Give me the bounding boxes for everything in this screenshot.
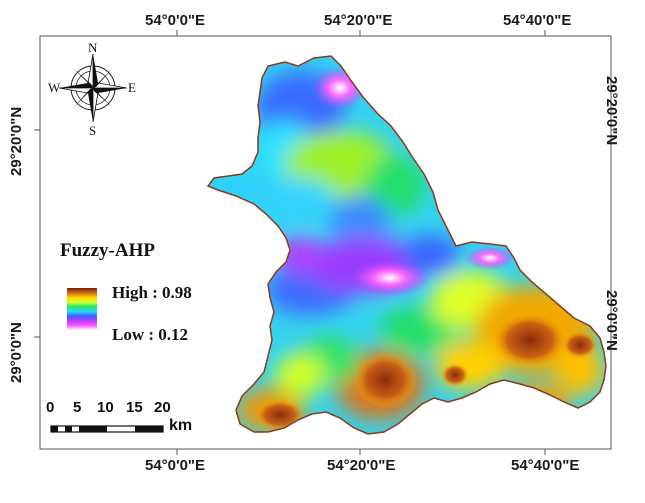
legend-title: Fuzzy-AHP xyxy=(60,240,155,261)
scale-tick-15: 15 xyxy=(126,399,143,416)
compass-south-label: S xyxy=(89,123,97,138)
legend-color-ramp xyxy=(67,288,97,330)
bottom-longitude-label-3: 54°40'0"E xyxy=(511,457,580,474)
scale-tick-0: 0 xyxy=(46,399,55,416)
legend-low-label: Low : 0.12 xyxy=(112,325,189,344)
compass-north-label: N xyxy=(88,40,98,55)
bottom-longitude-label-1: 54°0'0"E xyxy=(145,457,206,474)
legend-high-label: High : 0.98 xyxy=(112,283,192,302)
top-longitude-label-1: 54°0'0"E xyxy=(145,12,206,29)
compass-rose-icon xyxy=(58,53,128,123)
top-longitude-label-2: 54°20'0"E xyxy=(324,12,393,29)
scale-tick-20: 20 xyxy=(154,399,171,416)
bottom-longitude-label-2: 54°20'0"E xyxy=(327,457,396,474)
left-latitude-label-2: 29°0'0"N xyxy=(8,322,25,383)
scale-bar xyxy=(50,425,164,433)
scale-unit: km xyxy=(169,417,193,434)
left-latitude-label-1: 29°20'0"N xyxy=(8,106,25,176)
scale-tick-5: 5 xyxy=(73,399,82,416)
scale-tick-10: 10 xyxy=(97,399,114,416)
legend-gradient-bar xyxy=(67,288,97,330)
compass-west-label: W xyxy=(48,80,61,95)
right-latitude-label-2: 29°0'0"N xyxy=(603,290,620,351)
right-latitude-label-1: 29°20'0"N xyxy=(603,76,620,146)
top-longitude-label-3: 54°40'0"E xyxy=(503,12,572,29)
graticule-ticks xyxy=(34,30,617,455)
compass-east-label: E xyxy=(128,80,136,95)
